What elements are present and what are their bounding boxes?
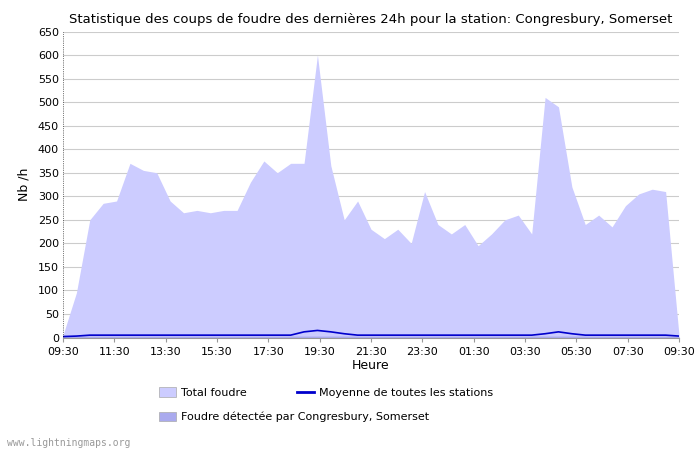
- Text: www.lightningmaps.org: www.lightningmaps.org: [7, 438, 130, 448]
- X-axis label: Heure: Heure: [352, 359, 390, 372]
- Y-axis label: Nb /h: Nb /h: [18, 168, 31, 201]
- Legend: Foudre détectée par Congresbury, Somerset: Foudre détectée par Congresbury, Somerse…: [155, 407, 434, 427]
- Title: Statistique des coups de foudre des dernières 24h pour la station: Congresbury, : Statistique des coups de foudre des dern…: [69, 13, 673, 26]
